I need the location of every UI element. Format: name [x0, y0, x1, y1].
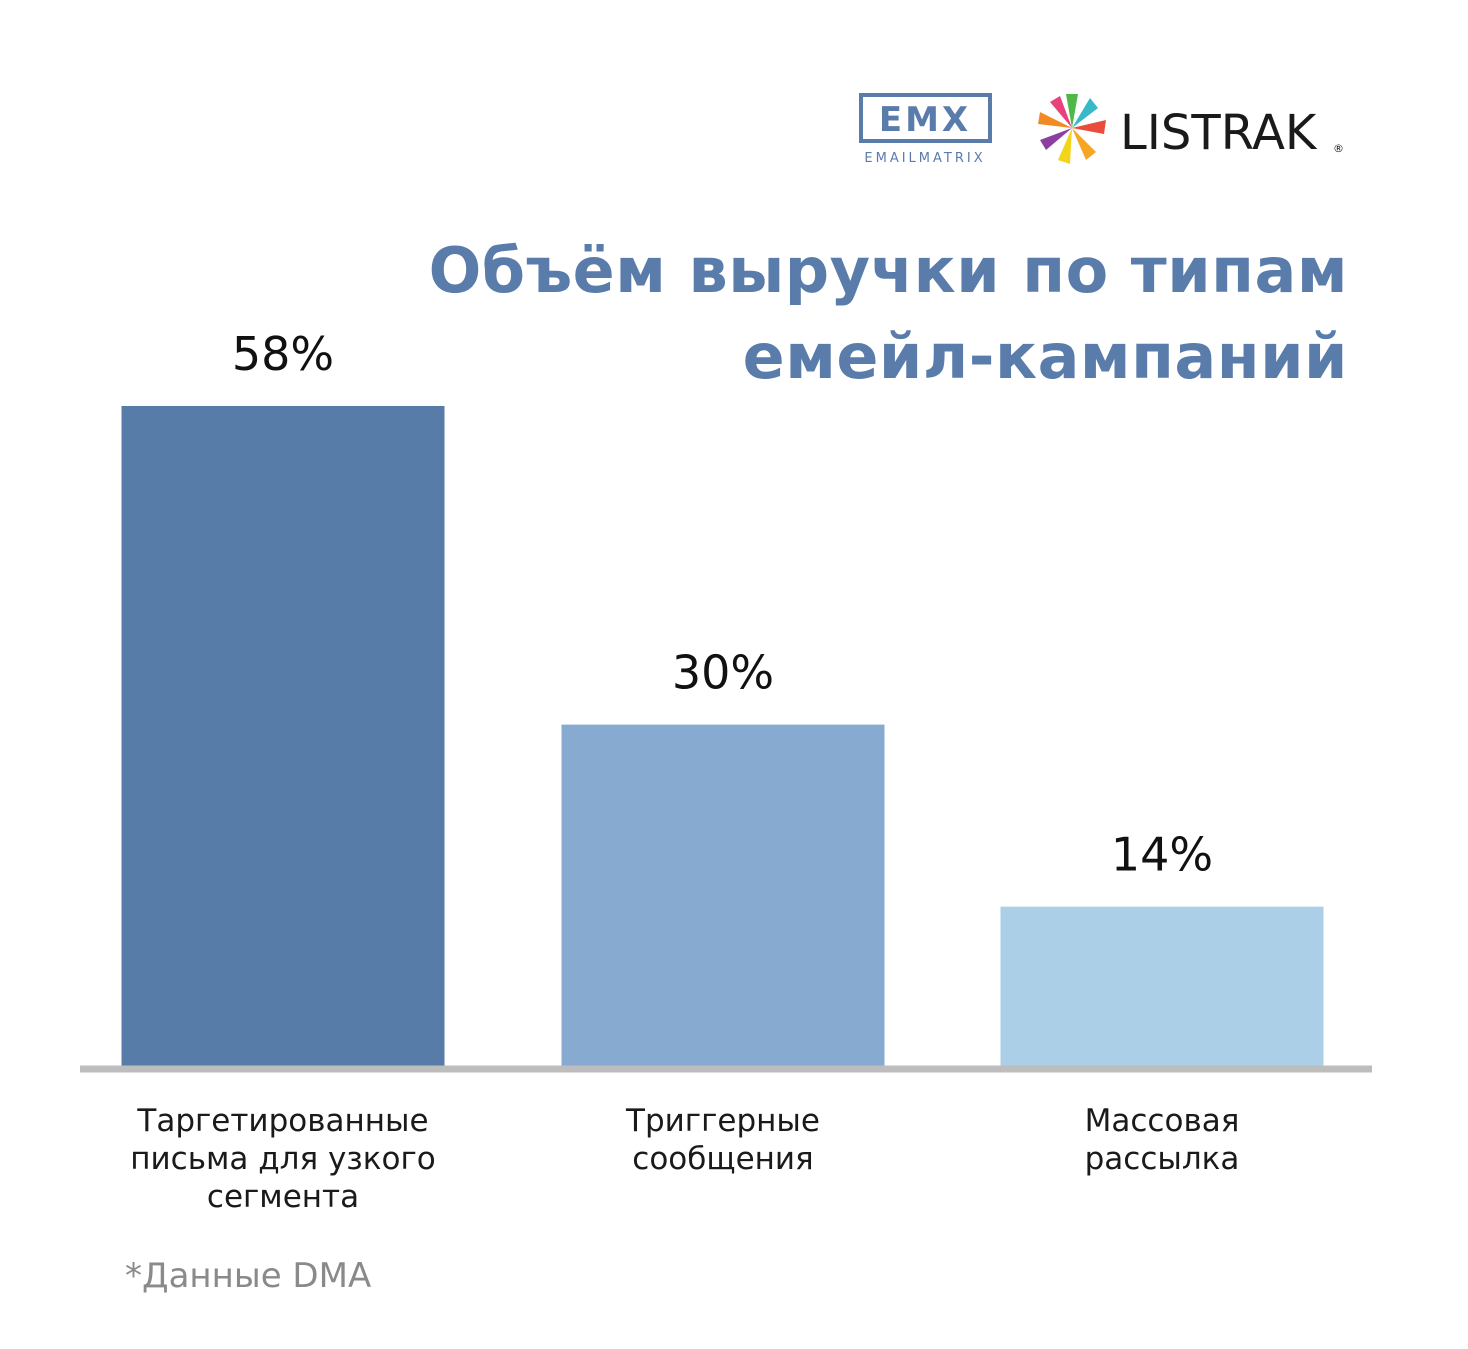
- category-label-line: Массовая: [1084, 1103, 1240, 1139]
- chart-title-line-2: емейл-кампаний: [742, 320, 1348, 393]
- value-label-2: 30%: [672, 646, 774, 700]
- footnote: *Данные DMA: [125, 1256, 372, 1296]
- bar-3: [1000, 906, 1324, 1066]
- emx-logo-caption: EMAILMATRIX: [864, 151, 985, 166]
- chart-title-line-1: Объём выручки по типам: [428, 234, 1348, 307]
- value-label-1: 58%: [232, 327, 334, 381]
- category-label-line: рассылка: [1084, 1141, 1240, 1177]
- bars-group: [121, 406, 1324, 1066]
- category-label-line: письма для узкого: [130, 1141, 436, 1177]
- category-label-line: сегмента: [206, 1179, 360, 1215]
- listrak-wordmark: LISTRAK: [1120, 105, 1318, 161]
- listrak-burst-icon: [1038, 94, 1106, 164]
- logos: EMX EMAILMATRIX LISTRAK ®: [859, 93, 1344, 166]
- category-label-line: сообщения: [632, 1141, 814, 1177]
- listrak-registered-mark: ®: [1333, 142, 1344, 155]
- emx-logo: EMX EMAILMATRIX: [859, 93, 992, 166]
- chart-title: Объём выручки по типам емейл-кампаний: [348, 228, 1348, 400]
- category-label-line: Триггерные: [626, 1103, 820, 1139]
- bar-1: [121, 406, 445, 1066]
- category-label-1: Таргетированные письма для узкого сегмента: [103, 1102, 463, 1216]
- emx-logo-mark: EMX: [879, 100, 971, 140]
- value-labels-group: 58% 30% 14%: [232, 327, 1213, 882]
- value-label-3: 14%: [1111, 828, 1213, 882]
- category-label-line: Таргетированные: [137, 1103, 429, 1139]
- category-label-3: Массовая рассылка: [982, 1102, 1342, 1178]
- bar-2: [561, 724, 885, 1066]
- category-label-2: Триггерные сообщения: [543, 1102, 903, 1178]
- listrak-logo: LISTRAK ®: [1038, 94, 1344, 164]
